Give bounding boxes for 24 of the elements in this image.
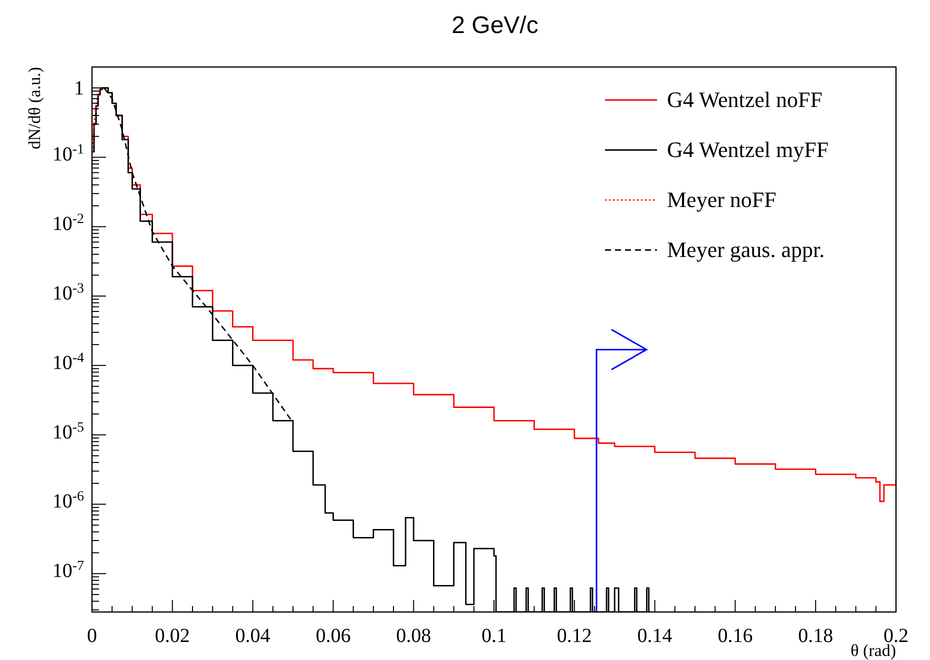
x-tick-label: 0.06 bbox=[316, 625, 351, 648]
x-tick-label: 0.1 bbox=[482, 625, 506, 648]
x-tick-label: 0.12 bbox=[556, 625, 592, 648]
x-tick-label: 0.16 bbox=[718, 625, 753, 648]
x-tick-label: 0.08 bbox=[396, 625, 432, 648]
y-tick-label: 10$^{-2}$ bbox=[52, 212, 84, 236]
x-tick-label: 0 bbox=[87, 625, 97, 648]
legend-label: Meyer noFF bbox=[667, 187, 776, 212]
chart-title: 2 GeV/c bbox=[452, 12, 538, 39]
y-tick-label: 10$^{-1}$ bbox=[52, 142, 84, 166]
y-tick-label: 10$^{-5}$ bbox=[52, 420, 84, 444]
y-axis-title: dN/dθ (a.u.) bbox=[25, 67, 44, 150]
x-tick-label: 0.18 bbox=[798, 625, 834, 648]
x-tick-label: 0.02 bbox=[154, 625, 190, 648]
x-tick-label: 0.14 bbox=[637, 625, 672, 648]
legend-label: G4 Wentzel noFF bbox=[667, 87, 822, 112]
y-tick-label: 1 bbox=[74, 77, 84, 100]
y-tick-label: 10$^{-3}$ bbox=[52, 280, 84, 304]
y-tick-label: 10$^{-7}$ bbox=[52, 558, 84, 582]
legend-label: G4 Wentzel myFF bbox=[667, 137, 829, 162]
y-tick-label: 10$^{-6}$ bbox=[52, 489, 84, 513]
legend-label: Meyer gaus. appr. bbox=[667, 237, 825, 262]
x-tick-label: 0.04 bbox=[235, 625, 270, 648]
y-tick-label: 10$^{-4}$ bbox=[52, 350, 84, 374]
